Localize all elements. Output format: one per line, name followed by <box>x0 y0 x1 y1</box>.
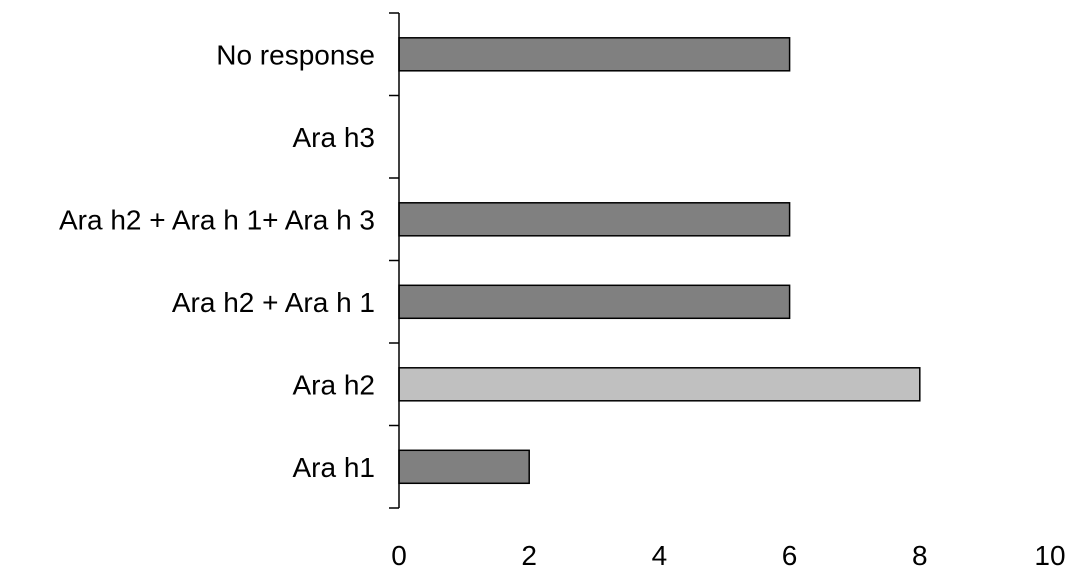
x-tick-label: 4 <box>652 540 668 569</box>
bars-layer <box>398 37 921 485</box>
bar-ara-h2-ara-h-1 <box>398 284 791 320</box>
bar-ara-h1 <box>398 449 530 485</box>
category-label: Ara h3 <box>293 122 376 153</box>
x-tick-labels: 0 2 4 6 8 10 <box>391 540 1065 569</box>
y-axis <box>389 12 400 509</box>
category-labels: Ara h1 Ara h2 Ara h2 + Ara h 1 Ara h2 + Ara… <box>59 39 376 483</box>
category-label: No response <box>216 39 375 70</box>
x-tick-label: 0 <box>391 540 407 569</box>
category-label: Ara h1 <box>293 452 376 483</box>
bar-no-response <box>398 37 791 72</box>
x-tick-label: 8 <box>912 540 928 569</box>
category-label: Ara h2 <box>293 369 376 400</box>
bar-ara-h2 <box>398 367 921 402</box>
x-tick-label: 6 <box>782 540 798 569</box>
category-label: Ara h2 + Ara h 1+ Ara h 3 <box>59 204 375 235</box>
bar-ara-h2-ara-h-1-ara-h-3 <box>398 202 791 237</box>
x-tick-label: 10 <box>1034 540 1065 569</box>
x-tick-label: 2 <box>521 540 537 569</box>
category-label: Ara h2 + Ara h 1 <box>172 287 375 318</box>
